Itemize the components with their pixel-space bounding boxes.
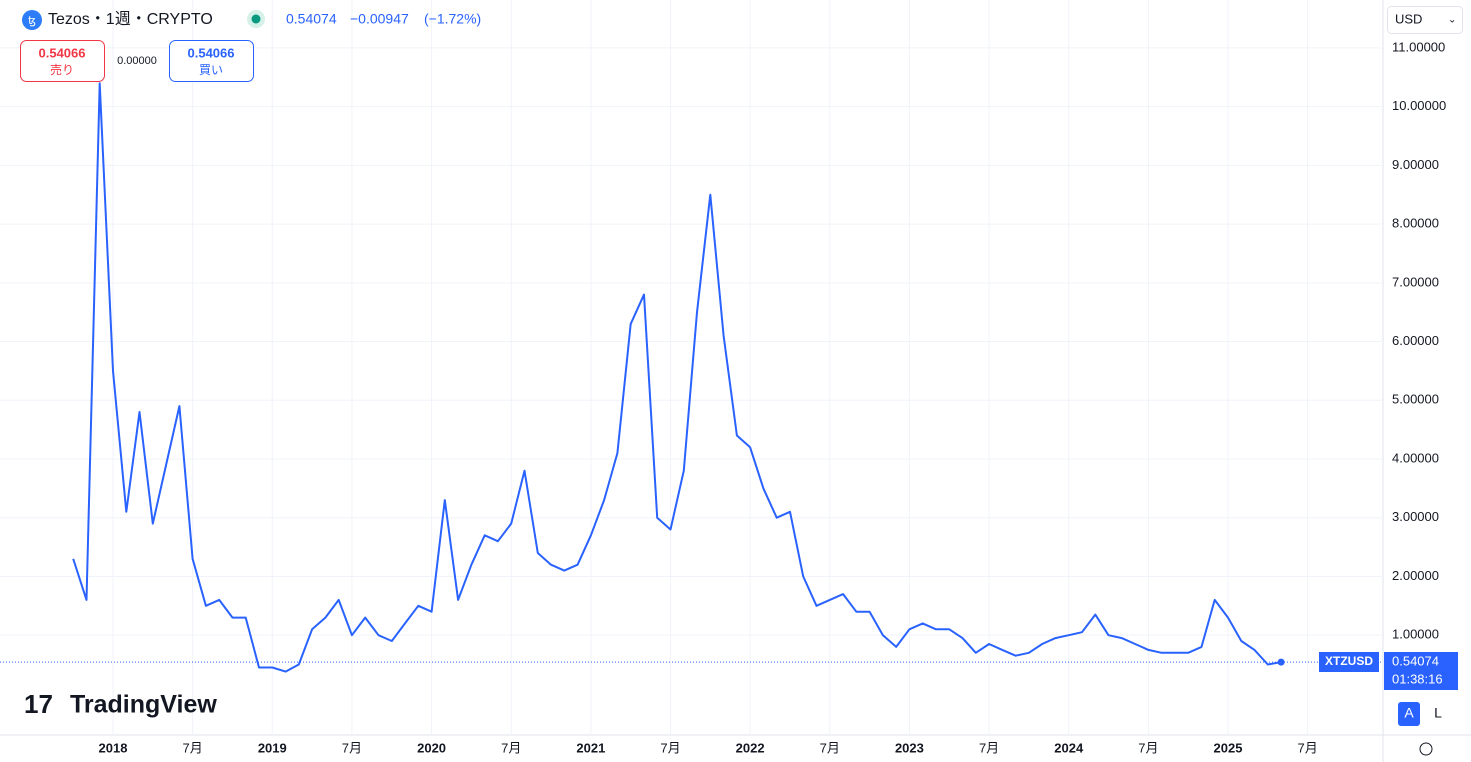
change: −0.00947 [350,11,409,27]
x-tick-label: 2018 [99,740,128,755]
settings-icon[interactable] [1419,742,1433,756]
y-tick-label: 4.00000 [1392,450,1439,465]
x-tick-label: 2025 [1214,740,1243,755]
grid [0,0,1383,735]
spread: 0.00000 [117,55,157,67]
y-tick-label: 1.00000 [1392,627,1439,642]
y-tick-label: 11.00000 [1392,39,1445,54]
sell-button[interactable] [20,40,105,82]
symbol-icon [22,10,42,30]
x-tick-label: 2019 [258,740,287,755]
buy-button[interactable] [169,40,254,82]
x-tick-label: 7月 [979,740,999,755]
countdown: 01:38:16 [1392,671,1443,686]
buy-price[interactable]: 0.54066 [188,45,235,60]
currency[interactable]: USD [1395,11,1422,26]
icon-glyph: ꜩ [28,15,36,27]
symbol[interactable]: Tezos・1週・CRYPTO [48,10,213,28]
change-pct: (−1.72%) [424,11,481,27]
y-tick-label: 10.00000 [1392,98,1446,113]
price-tag-price: 0.54074 [1392,653,1439,668]
x-tick-label: 7月 [1298,740,1318,755]
price-tag [1384,652,1458,690]
x-tick-label: 7月 [820,740,840,755]
x-tick-label: 2023 [895,740,924,755]
logo-mark: 17 [24,689,53,719]
market-status-dot [251,14,261,24]
sell-label[interactable]: 売り [50,62,74,77]
log-scale[interactable]: L [1434,705,1442,721]
last-point [1277,658,1285,666]
x-tick-label: 7月 [342,740,362,755]
plot [0,82,1383,673]
y-tick-label: 2.00000 [1392,568,1439,583]
last-price: 0.54074 [286,11,337,27]
ticker: XTZUSD [1325,654,1373,668]
x-tick-label: 2024 [1054,740,1084,755]
currency-select[interactable] [1387,6,1463,34]
buy-label[interactable]: 買い [199,63,223,77]
logo: TradingView [70,691,217,719]
x-tick-label: 2022 [736,740,765,755]
x-tick-label: 7月 [183,740,203,755]
x-tick-label: 7月 [1138,740,1158,755]
ticker-tag [1319,652,1379,672]
auto-scale[interactable]: A [1404,705,1414,721]
price-line [72,82,1282,673]
sell-price[interactable]: 0.54066 [39,45,86,60]
y-tick-label: 6.00000 [1392,333,1439,348]
x-tick-label: 7月 [501,740,521,755]
y-tick-label: 5.00000 [1392,392,1439,407]
x-tick-label: 7月 [660,740,680,755]
auto-scale-button[interactable] [1398,702,1420,726]
y-tick-label: 7.00000 [1392,274,1439,289]
x-tick-label: 2021 [576,740,605,755]
x-tick-label: 2020 [417,740,446,755]
y-tick-label: 8.00000 [1392,216,1439,231]
y-tick-label: 9.00000 [1392,157,1439,172]
y-tick-label: 3.00000 [1392,509,1439,524]
chevron[interactable]: ⌄ [1448,15,1456,26]
